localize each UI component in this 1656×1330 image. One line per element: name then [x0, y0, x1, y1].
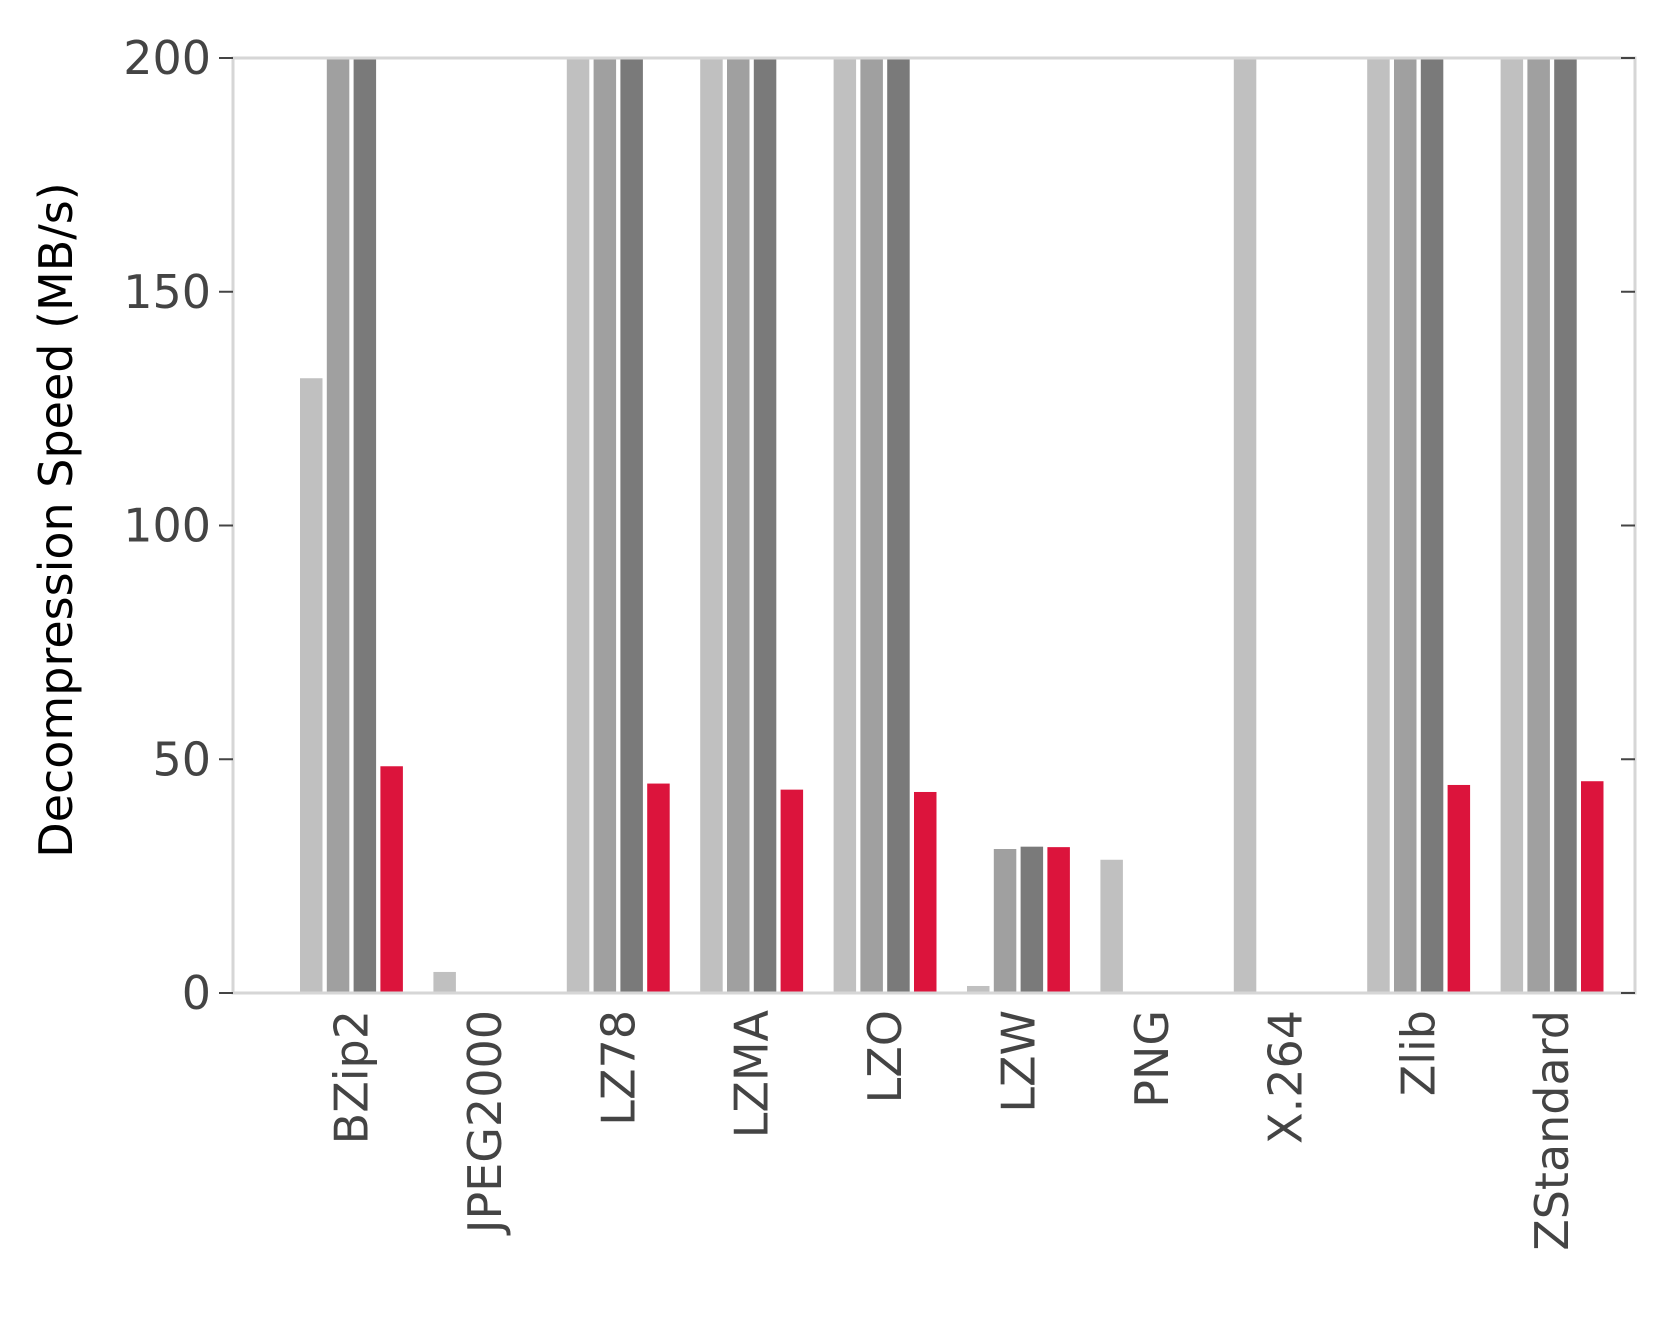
- y-tick-label: 50: [152, 732, 211, 786]
- y-tick-label: 0: [182, 966, 211, 1020]
- x-tick-label: Zlib: [1392, 1010, 1446, 1096]
- bar-zlib-s4: [1447, 784, 1471, 993]
- bar-bzip2-s3: [353, 58, 377, 993]
- x-tick-label: JPEG2000: [458, 1010, 512, 1236]
- bar-lzo-s4: [914, 791, 937, 993]
- x-tick-label: LZO: [858, 1010, 912, 1103]
- bar-bzip2-s4: [380, 766, 403, 993]
- bar-lzma-s1: [700, 58, 723, 993]
- bar-zstandard-s3: [1554, 58, 1577, 993]
- x-tick-label: PNG: [1125, 1010, 1179, 1108]
- x-tick-label: LZMA: [725, 1009, 779, 1138]
- bar-zstandard-s4: [1581, 781, 1604, 993]
- bar-zstandard-s2: [1527, 58, 1550, 993]
- bar-lz78-s1: [566, 58, 590, 993]
- bar-lzw-s1: [967, 985, 990, 993]
- bar-zlib-s2: [1394, 58, 1417, 993]
- x-tick-label: ZStandard: [1525, 1010, 1579, 1251]
- bar-lzw-s2: [993, 849, 1017, 993]
- bar-x264-s1: [1233, 58, 1257, 993]
- x-tick-label: BZip2: [324, 1010, 378, 1144]
- bar-lzma-s2: [727, 58, 750, 993]
- x-tick-label: X.264: [1258, 1010, 1312, 1144]
- y-tick-label: 150: [123, 265, 211, 319]
- bar-lzma-s4: [780, 789, 804, 993]
- bar-zlib-s3: [1420, 58, 1444, 993]
- bar-lz78-s2: [593, 58, 617, 993]
- bar-lzo-s3: [887, 58, 910, 993]
- bar-bzip2-s1: [300, 378, 323, 993]
- bar-zlib-s1: [1367, 58, 1390, 993]
- bar-lzma-s3: [753, 58, 777, 993]
- x-tick-label: LZW: [992, 1010, 1046, 1113]
- bar-bzip2-s2: [326, 58, 350, 993]
- plot-area: [300, 58, 1604, 993]
- y-tick-label: 100: [123, 499, 211, 553]
- axes: 0 50 100 150 200 BZip2 JPEG2000 LZ78 LZMA LZO LZW P…: [123, 31, 1637, 1251]
- bar-lz78-s4: [647, 783, 670, 993]
- y-axis-label: Decompression Speed (MB/s): [29, 182, 83, 857]
- bar-lzw-s3: [1020, 846, 1044, 993]
- bar-zstandard-s1: [1500, 58, 1524, 993]
- bar-lz78-s3: [620, 58, 643, 993]
- bar-lzo-s1: [833, 58, 857, 993]
- bar-lzo-s2: [860, 58, 883, 993]
- bar-png-s1: [1100, 859, 1123, 993]
- bar-lzw-s4: [1047, 847, 1070, 993]
- bar-jpeg2000-s1: [433, 971, 456, 993]
- x-tick-label: LZ78: [591, 1010, 645, 1126]
- y-tick-label: 200: [123, 31, 211, 85]
